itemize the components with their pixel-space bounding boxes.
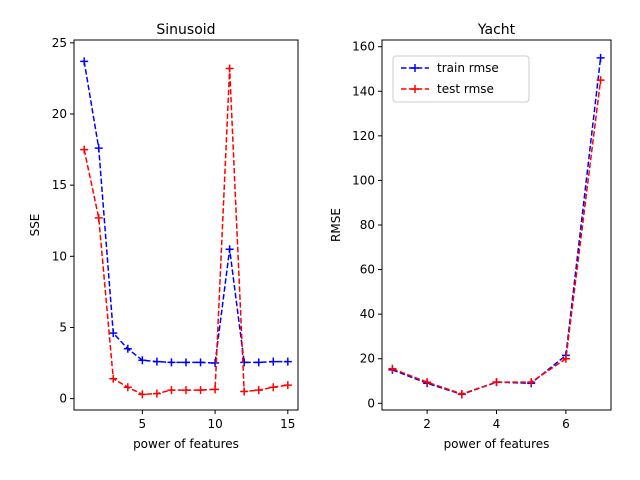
sinusoid-data-point [211, 385, 220, 394]
sinusoid-x-axis-label: power of features [133, 437, 239, 451]
yacht-legend: train rmse test rmse [392, 55, 530, 103]
sinusoid-data-point [182, 358, 190, 367]
sinusoid-data-point [123, 383, 132, 392]
sinusoid-data-point [211, 359, 220, 368]
sinusoid-data-point [152, 389, 161, 398]
sinusoid-data-point [94, 213, 103, 222]
yacht-data-point [596, 53, 605, 62]
yacht-x-tick-label: 6 [562, 417, 570, 431]
sinusoid-data-point [109, 374, 118, 383]
yacht-y-tick-label: 40 [360, 307, 375, 321]
sinusoid-data-point [167, 386, 176, 395]
sinusoid-y-tick-label: 25 [52, 36, 67, 50]
yacht-y-tick-label: 20 [360, 352, 375, 366]
yacht-legend-label: test rmse [437, 82, 494, 96]
sinusoid-data-point [138, 356, 147, 365]
sinusoid-x-tick-label: 5 [139, 417, 147, 431]
yacht-y-tick-label: 140 [352, 84, 375, 98]
sinusoid-y-tick-label: 20 [52, 107, 67, 121]
sinusoid-data-point [254, 386, 263, 395]
sinusoid-data-point [152, 357, 161, 366]
chart-sinusoid: 5 10 15 0 5 10 15 20 25 Sinusoid power of features… [28, 22, 299, 451]
sinusoid-series-2 [80, 64, 292, 399]
sinusoid-title: Sinusoid [156, 22, 215, 38]
sinusoid-x-tick-label: 15 [280, 417, 295, 431]
sinusoid-y-tick-label: 15 [52, 178, 67, 192]
sinusoid-data-point [283, 357, 292, 366]
yacht-x-tick-label: 4 [493, 417, 501, 431]
yacht-y-tick-label: 80 [360, 218, 375, 232]
yacht-y-tick-label: 160 [352, 40, 375, 54]
yacht-data-point [457, 389, 466, 398]
sinusoid-y-tick-label: 10 [52, 249, 67, 263]
sinusoid-data-point [94, 144, 103, 153]
yacht-y-tick-label: 120 [352, 129, 375, 143]
sinusoid-data-point [182, 386, 190, 395]
sinusoid-data-point [80, 57, 89, 66]
yacht-data-point [388, 364, 397, 373]
sinusoid-y-tick-label: 5 [59, 320, 67, 334]
sinusoid-data-point [138, 390, 147, 399]
yacht-y-tick-label: 100 [352, 173, 375, 187]
yacht-y-tick-label: 60 [360, 263, 375, 277]
sinusoid-data-point [254, 358, 263, 367]
yacht-y-tick-label: 0 [367, 396, 375, 410]
sinusoid-data-point [283, 381, 292, 390]
yacht-data-point [561, 354, 570, 363]
yacht-y-axis-label: RMSE [329, 208, 343, 242]
yacht-x-tick-label: 2 [423, 417, 431, 431]
sinusoid-data-point [225, 64, 234, 73]
sinusoid-data-point [80, 145, 89, 154]
sinusoid-series-1 [80, 57, 292, 368]
sinusoid-data-point [225, 245, 234, 254]
yacht-legend-marker [411, 64, 419, 72]
yacht-legend-label: train rmse [437, 61, 499, 75]
sinusoid-x-tick-label: 10 [207, 417, 222, 431]
yacht-x-axis-label: power of features [444, 437, 550, 451]
yacht-series-test-rmse [388, 76, 605, 398]
sinusoid-y-axis-label: SSE [28, 214, 42, 237]
sinusoid-data-point [269, 383, 278, 392]
yacht-data-point [492, 378, 501, 387]
sinusoid-data-point [240, 358, 249, 367]
yacht-data-point [423, 378, 432, 387]
sinusoid-data-point [269, 357, 278, 366]
yacht-data-point [527, 378, 536, 387]
sinusoid-y-tick-label: 0 [59, 392, 67, 406]
sinusoid-data-point [196, 358, 205, 367]
sinusoid-data-point [196, 386, 205, 395]
sinusoid-data-point [167, 358, 176, 367]
sinusoid-plot-frame [73, 39, 299, 411]
sinusoid-data-point [123, 344, 132, 353]
sinusoid-data-point [109, 329, 118, 338]
yacht-title: Yacht [477, 22, 516, 38]
yacht-legend-marker [411, 85, 419, 93]
sinusoid-data-point [240, 387, 249, 396]
yacht-data-point [596, 76, 605, 85]
